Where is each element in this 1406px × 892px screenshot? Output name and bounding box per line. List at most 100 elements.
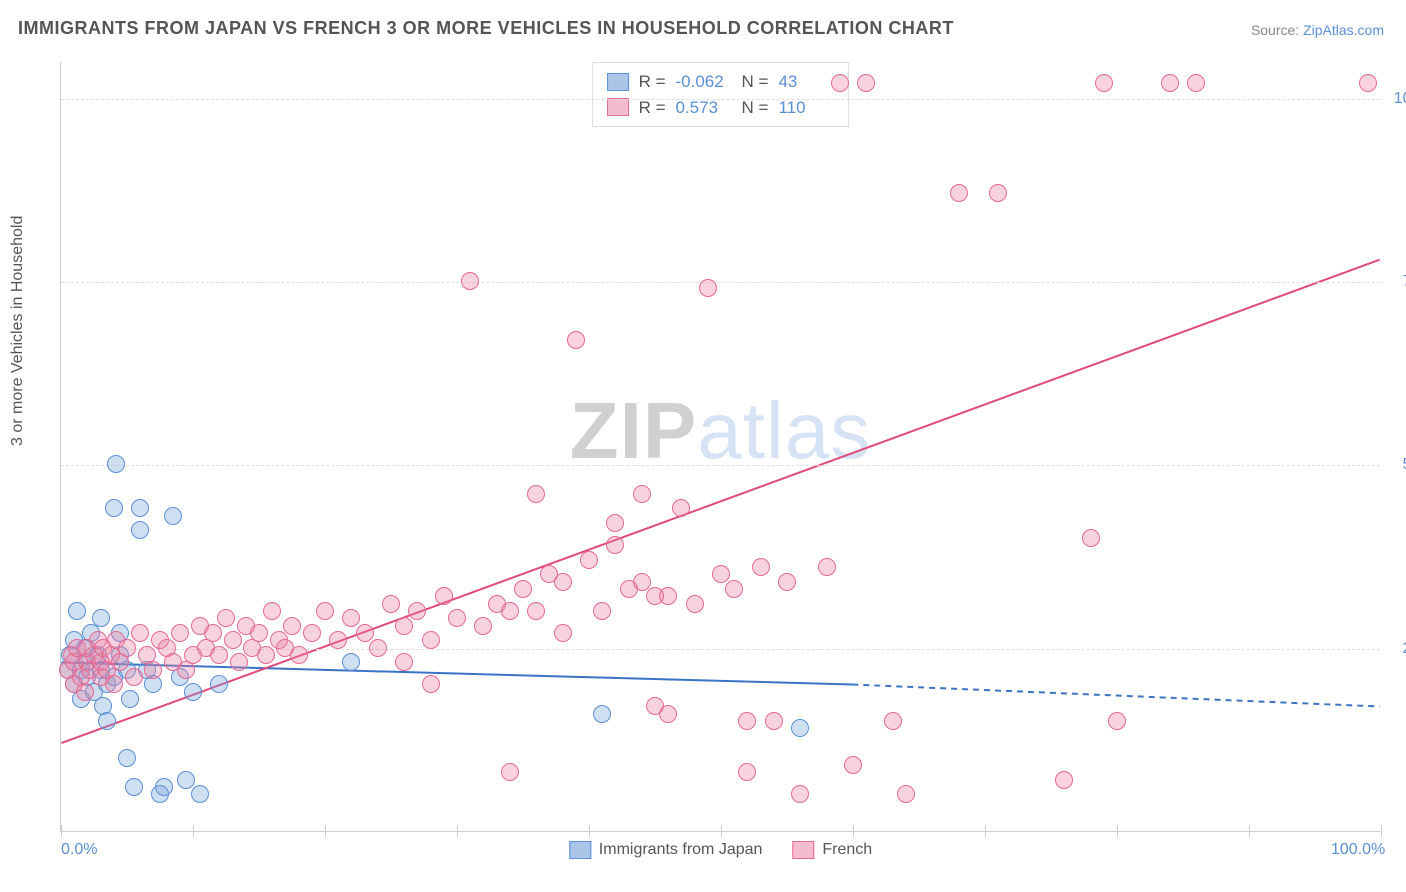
data-point <box>778 573 796 591</box>
data-point <box>699 279 717 297</box>
data-point <box>1359 74 1377 92</box>
data-point <box>765 712 783 730</box>
data-point <box>283 617 301 635</box>
data-point <box>712 565 730 583</box>
x-tick <box>1249 825 1250 837</box>
y-axis-title: 3 or more Vehicles in Household <box>9 216 27 446</box>
data-point <box>329 631 347 649</box>
data-point <box>68 602 86 620</box>
data-point <box>672 499 690 517</box>
legend-label: Immigrants from Japan <box>599 841 763 859</box>
data-point <box>752 558 770 576</box>
data-point <box>831 74 849 92</box>
data-point <box>105 675 123 693</box>
x-tick <box>853 825 854 837</box>
x-tick <box>721 825 722 837</box>
data-point <box>144 661 162 679</box>
data-point <box>369 639 387 657</box>
data-point <box>290 646 308 664</box>
data-point <box>1095 74 1113 92</box>
data-point <box>131 521 149 539</box>
data-point <box>567 331 585 349</box>
bottom-legend: Immigrants from JapanFrench <box>569 841 872 859</box>
data-point <box>1082 529 1100 547</box>
data-point <box>501 602 519 620</box>
data-point <box>527 602 545 620</box>
data-point <box>422 675 440 693</box>
data-point <box>606 514 624 532</box>
data-point <box>514 580 532 598</box>
data-point <box>131 624 149 642</box>
data-point <box>105 499 123 517</box>
data-point <box>356 624 374 642</box>
trend-lines-svg <box>61 62 1380 831</box>
data-point <box>395 617 413 635</box>
x-tick <box>457 825 458 837</box>
trend-line-extrapolated <box>852 685 1379 707</box>
y-tick-label: 100.0% <box>1394 90 1406 108</box>
data-point <box>382 595 400 613</box>
gridline <box>61 282 1380 283</box>
data-point <box>738 763 756 781</box>
data-point <box>633 573 651 591</box>
data-point <box>738 712 756 730</box>
x-tick <box>1381 825 1382 837</box>
data-point <box>950 184 968 202</box>
data-point <box>435 587 453 605</box>
data-point <box>121 690 139 708</box>
data-point <box>177 771 195 789</box>
data-point <box>171 624 189 642</box>
data-point <box>92 609 110 627</box>
data-point <box>422 631 440 649</box>
source-link[interactable]: ZipAtlas.com <box>1303 22 1384 38</box>
data-point <box>118 749 136 767</box>
data-point <box>646 587 664 605</box>
swatch-icon <box>607 98 629 116</box>
data-point <box>224 631 242 649</box>
data-point <box>448 609 466 627</box>
data-point <box>818 558 836 576</box>
stat-R-value: -0.062 <box>676 69 732 95</box>
stat-N-label: N = <box>742 69 769 95</box>
data-point <box>606 536 624 554</box>
data-point <box>76 683 94 701</box>
data-point <box>230 653 248 671</box>
data-point <box>98 712 116 730</box>
data-point <box>501 763 519 781</box>
data-point <box>316 602 334 620</box>
data-point <box>580 551 598 569</box>
y-tick-label: 25.0% <box>1403 640 1406 658</box>
data-point <box>155 778 173 796</box>
data-point <box>857 74 875 92</box>
data-point <box>527 485 545 503</box>
swatch-icon <box>607 73 629 91</box>
plot-area: ZIPatlas R =-0.062N =43R =0.573N =110 Im… <box>60 62 1380 832</box>
data-point <box>263 602 281 620</box>
x-tick-label: 0.0% <box>61 841 97 859</box>
data-point <box>125 668 143 686</box>
data-point <box>118 639 136 657</box>
data-point <box>125 778 143 796</box>
data-point <box>191 785 209 803</box>
data-point <box>217 609 235 627</box>
y-tick-label: 50.0% <box>1403 456 1406 474</box>
data-point <box>897 785 915 803</box>
data-point <box>844 756 862 774</box>
data-point <box>461 272 479 290</box>
data-point <box>107 455 125 473</box>
trend-line <box>61 260 1379 743</box>
data-point <box>554 573 572 591</box>
data-point <box>554 624 572 642</box>
x-tick <box>985 825 986 837</box>
data-point <box>791 719 809 737</box>
x-tick-label: 100.0% <box>1331 841 1385 859</box>
data-point <box>659 705 677 723</box>
source-label: Source: ZipAtlas.com <box>1251 22 1384 38</box>
data-point <box>408 602 426 620</box>
stats-row: R =-0.062N =43 <box>607 69 835 95</box>
data-point <box>884 712 902 730</box>
data-point <box>210 646 228 664</box>
y-tick-label: 75.0% <box>1403 273 1406 291</box>
data-point <box>131 499 149 517</box>
data-point <box>257 646 275 664</box>
